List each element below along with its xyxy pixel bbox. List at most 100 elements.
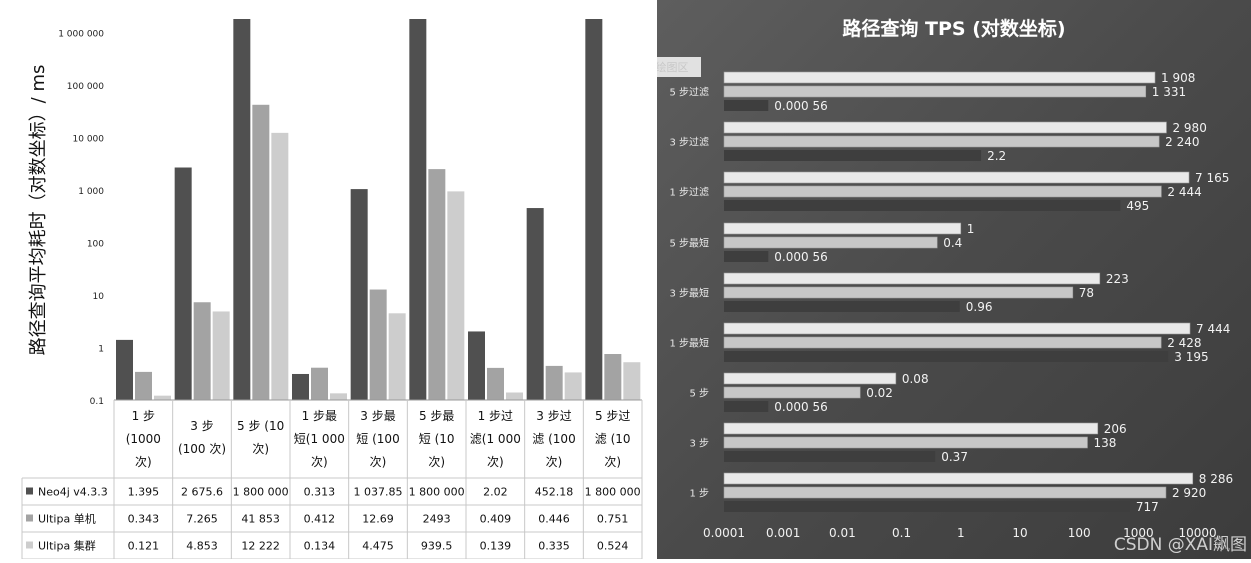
bar [724, 351, 1169, 362]
legend-swatch [26, 487, 33, 495]
latency-chart-panel: 0.1 1 10 100 1 000 10 000 100 000 1 000 000 路径查询… [21, 19, 643, 560]
y-tick-label: 100 [87, 239, 104, 249]
data-label: 7 165 [1195, 171, 1229, 185]
category-label: 次) [252, 442, 269, 456]
category-label: (1000 [126, 432, 161, 446]
bar [212, 311, 230, 400]
x-tick-label: 10 [1012, 526, 1027, 540]
bar [174, 167, 192, 400]
category-label: 5 步 [689, 388, 709, 400]
y-tick-label: 1 000 000 [58, 29, 104, 39]
bar [388, 313, 406, 400]
category-label: 1 步 [132, 409, 155, 423]
y-tick-label: 10 000 [73, 134, 105, 144]
legend-label: Ultipa 单机 [38, 512, 96, 526]
table-value: 1 800 000 [585, 486, 641, 499]
data-label: 0.08 [902, 372, 929, 386]
category-label: 5 步过 [595, 409, 630, 423]
category-label: 次) [487, 455, 504, 469]
category-label: 5 步过滤 [669, 86, 709, 99]
data-label: 0.000 56 [774, 99, 827, 113]
bar [447, 191, 465, 400]
bar [487, 367, 504, 400]
bar [116, 339, 133, 400]
bar [723, 185, 1162, 198]
category-label: 次) [428, 455, 445, 469]
category-label: 滤(1 000 [470, 432, 521, 446]
plot-area-label-box [643, 57, 701, 77]
category-label: 3 步过 [536, 409, 571, 423]
category-label: 次) [135, 455, 152, 469]
bar [545, 365, 563, 400]
table-value: 0.446 [538, 513, 570, 526]
x-tick-label: 10000 [1179, 526, 1217, 540]
table-value: 0.335 [538, 540, 570, 553]
chart-title: 路径查询 TPS (对数坐标) [842, 17, 1065, 40]
data-label: 78 [1079, 286, 1094, 300]
category-label: 1 步最短 [669, 337, 709, 350]
y-tick-label: 100 000 [67, 82, 104, 92]
bar [724, 501, 1130, 512]
data-label: 8 286 [1199, 472, 1233, 486]
category-label: 滤 (10 [595, 432, 631, 446]
category-label: 滤 (100 [532, 432, 575, 446]
data-label: 0.000 56 [774, 250, 827, 264]
bar [468, 331, 485, 400]
bar [723, 222, 962, 235]
bar [723, 486, 1167, 499]
bar [723, 272, 1101, 285]
category-label: 次) [604, 455, 621, 469]
bar [252, 104, 270, 401]
category-label: 3 步 [190, 419, 213, 433]
data-label: 0.37 [941, 450, 968, 464]
data-label: 7 444 [1196, 322, 1230, 336]
y-tick-label: 1 000 [78, 187, 104, 197]
bar [311, 367, 328, 400]
data-label: 0.02 [866, 386, 893, 400]
table-value: 939.5 [421, 540, 453, 553]
data-label: 495 [1126, 199, 1149, 213]
bar [271, 132, 289, 400]
bar [723, 135, 1160, 148]
data-label: 2.2 [987, 149, 1006, 163]
data-label: 0.4 [943, 236, 962, 250]
category-label: 5 步最 [419, 409, 454, 423]
legend-swatch [26, 514, 33, 522]
category-label: 1 步最 [302, 409, 337, 423]
bar [723, 472, 1194, 485]
table-value: 0.139 [480, 540, 512, 553]
table-value: 12.69 [362, 513, 394, 526]
bar [369, 289, 387, 400]
table-value: 0.121 [128, 540, 160, 553]
bar [723, 71, 1156, 84]
data-label: 223 [1106, 272, 1129, 286]
tps-chart-panel: 路径查询 TPS (对数坐标) 绘图区 5 步过滤 1 908 1 331 0.000 5… [643, 0, 1251, 559]
bar [723, 436, 1088, 449]
watermark: CSDN @XAI飙图 [1114, 535, 1247, 555]
bar [724, 251, 769, 262]
bar [409, 19, 427, 400]
y-axis-title: 路径查询平均耗时（对数坐标）/ ms [28, 65, 49, 356]
table-value: 0.134 [304, 540, 336, 553]
data-label: 0.000 56 [774, 400, 827, 414]
table-value: 0.313 [304, 486, 336, 499]
category-label: 5 步 (10 [237, 419, 284, 433]
bar [723, 422, 1099, 435]
panel-separator [645, 0, 657, 559]
category-label: 短 (100 [356, 432, 399, 446]
legend-label: Neo4j v4.3.3 [38, 486, 108, 499]
bar [428, 169, 446, 400]
data-label: 2 980 [1172, 121, 1206, 135]
bar [724, 401, 769, 412]
bar [724, 100, 769, 111]
bar [724, 150, 982, 161]
data-label: 2 428 [1167, 336, 1201, 350]
bar [564, 372, 582, 400]
category-label: 3 步 [689, 438, 709, 450]
category-label: 3 步最 [360, 409, 395, 423]
x-tick-label: 1 [957, 526, 965, 540]
data-label: 1 331 [1152, 85, 1186, 99]
bar [623, 362, 641, 400]
table-value: 0.524 [597, 540, 629, 553]
bar [350, 189, 368, 400]
